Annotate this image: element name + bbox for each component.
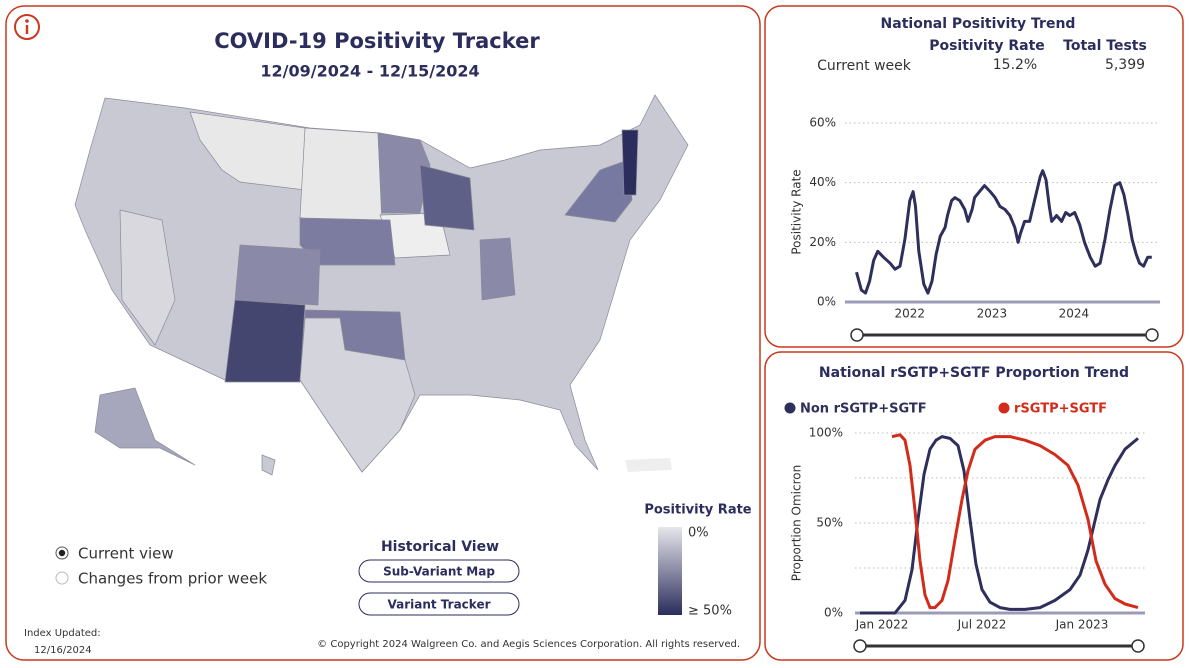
summary-header: Total Tests (1063, 38, 1147, 54)
chart-title: National rSGTP+SGTF Proportion Trend (819, 365, 1129, 381)
legend-label: Non rSGTP+SGTF (800, 402, 927, 417)
y-tick-label: 0% (824, 606, 843, 620)
y-tick-label: 40% (809, 175, 836, 189)
date-slider[interactable] (853, 639, 1145, 653)
y-axis-label: Proportion Omicron (790, 465, 804, 581)
info-dot (25, 19, 29, 23)
date-range: 12/09/2024 - 12/15/2024 (260, 62, 479, 81)
button-label: Sub-Variant Map (383, 565, 495, 579)
radio-dot (58, 549, 66, 557)
territory-pr (625, 458, 672, 472)
state-in (479, 237, 516, 301)
state-ak (94, 387, 196, 466)
slider-handle[interactable] (1131, 639, 1145, 653)
legend-swatch (784, 402, 796, 414)
summary-header: Positivity Rate (929, 38, 1045, 54)
state-vt (621, 129, 639, 196)
state-tx (299, 317, 416, 473)
slider-handle[interactable] (850, 328, 864, 342)
radio-label: Current view (78, 545, 174, 563)
legend-swatch (998, 402, 1010, 414)
legend-low: 0% (688, 526, 709, 541)
radio-ring (55, 571, 69, 585)
state-nm (224, 299, 306, 383)
button-variant-tracker[interactable]: Variant Tracker (358, 592, 520, 616)
state-ne (299, 217, 396, 266)
title: COVID-19 Positivity Tracker (214, 29, 540, 53)
slider-handle[interactable] (853, 639, 867, 653)
historical-title: Historical View (381, 539, 499, 555)
y-tick-label: 20% (809, 235, 836, 249)
y-tick-label: 100% (809, 426, 843, 440)
us-map (74, 94, 689, 476)
radio-label: Changes from prior week (78, 570, 267, 588)
y-tick-label: 50% (816, 516, 843, 530)
y-tick-label: 0% (817, 295, 836, 309)
summary-cell: 5,399 (1105, 57, 1145, 73)
x-tick-label: 2024 (1059, 307, 1090, 321)
x-tick-label: Jul 2022 (957, 618, 1007, 632)
y-axis-label: Positivity Rate (790, 169, 804, 254)
y-tick-label: 60% (809, 116, 836, 130)
series-line (891, 433, 1139, 610)
state-dakotas (299, 127, 383, 226)
button-subvariant[interactable]: Sub-Variant Map (358, 559, 520, 583)
radio-changes[interactable]: Changes from prior week (55, 570, 267, 588)
state-hi (261, 454, 276, 476)
slider-handle[interactable] (1145, 328, 1159, 342)
button-label: Variant Tracker (387, 598, 490, 612)
radio-current[interactable]: Current view (55, 545, 174, 563)
button-frame (358, 592, 520, 616)
updated-label: Index Updated: (24, 628, 101, 639)
summary-row-label: Current week (817, 58, 912, 74)
x-tick-label: Jan 2022 (855, 618, 909, 632)
updated-date: 12/16/2024 (34, 645, 92, 656)
series-line (860, 435, 1139, 615)
legend-gradient (658, 527, 682, 615)
chart-title: National Positivity Trend (881, 16, 1076, 32)
trend-panel (764, 5, 1184, 348)
legend-high: ≥ 50% (688, 604, 732, 619)
proportion-panel (764, 351, 1184, 661)
button-frame (358, 559, 520, 583)
summary-cell: 15.2% (993, 57, 1037, 73)
x-tick-label: Jan 2023 (1055, 618, 1109, 632)
legend-title: Positivity Rate (644, 503, 751, 518)
copyright: © Copyright 2024 Walgreen Co. and Aegis … (317, 639, 740, 650)
state-wi (419, 164, 475, 231)
state-nv (119, 209, 176, 346)
series-line (855, 169, 1152, 295)
info-icon[interactable] (14, 14, 40, 40)
x-tick-label: 2023 (977, 307, 1008, 321)
date-slider[interactable] (850, 328, 1159, 342)
x-tick-label: 2022 (895, 307, 926, 321)
legend-label: rSGTP+SGTF (1014, 402, 1107, 417)
state-co (234, 244, 321, 306)
info-ring (14, 14, 40, 40)
